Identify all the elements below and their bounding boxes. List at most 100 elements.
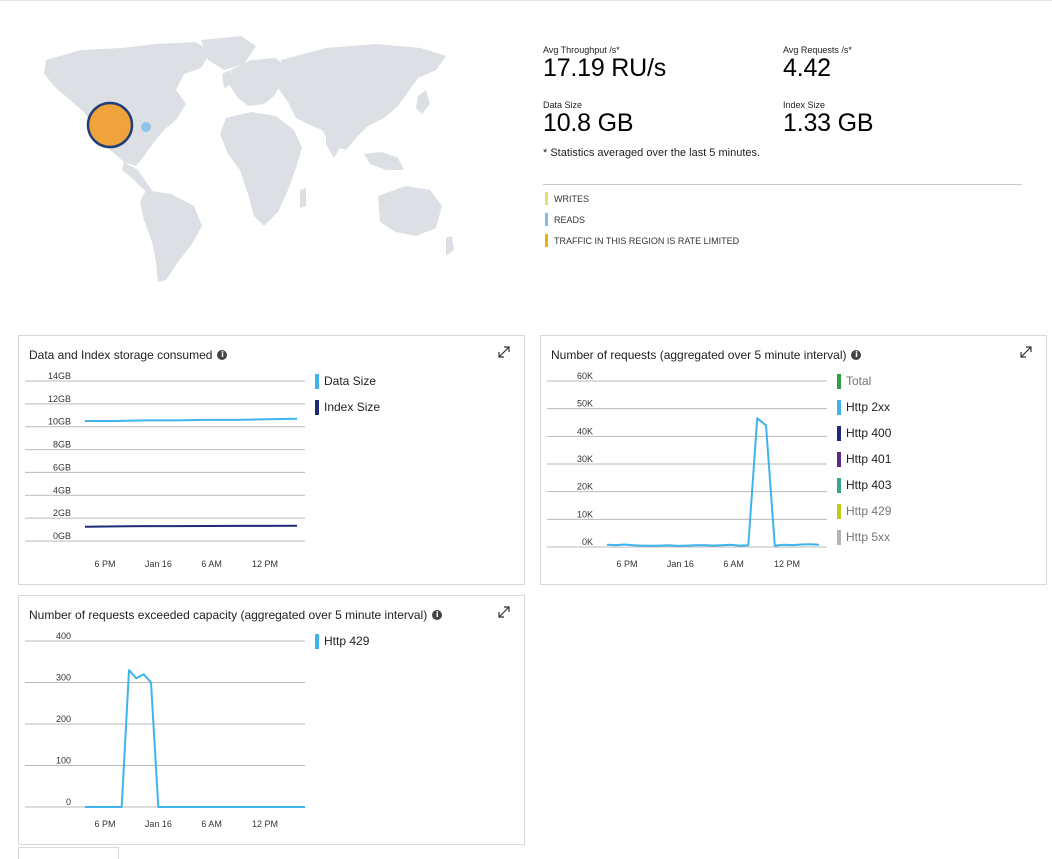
x-tick-label: 6 PM xyxy=(94,559,115,569)
stat-label: Data Size xyxy=(543,100,583,110)
legend-label: Http 2xx xyxy=(846,400,891,414)
legend-label: Http 429 xyxy=(324,634,370,648)
map-legend-label: TRAFFIC IN THIS REGION IS RATE LIMITED xyxy=(554,235,740,246)
storage-chart-legend: Data Size Index Size xyxy=(315,368,380,420)
x-tick-label: 6 AM xyxy=(723,559,744,569)
y-tick-label: 200 xyxy=(56,714,71,724)
legend-swatch xyxy=(837,477,841,493)
top-border xyxy=(0,0,1052,1)
exceeded-chart: 400 300 200 100 0 6 PM Jan 16 6 AM 12 PM xyxy=(25,631,305,829)
x-tick-label: 6 PM xyxy=(94,819,115,829)
x-tick-label: Jan 16 xyxy=(145,819,172,829)
series-line xyxy=(606,417,820,547)
stat-value: 10.8 GB xyxy=(543,109,634,137)
y-tick-label: 40K xyxy=(577,426,593,436)
card-title: Number of requests exceeded capacity (ag… xyxy=(29,608,443,622)
series-line xyxy=(84,524,298,528)
stat-value: 1.33 GB xyxy=(783,109,874,137)
legend-item[interactable]: Data Size xyxy=(315,368,380,394)
legend-swatch xyxy=(837,451,841,467)
x-tick-label: Jan 16 xyxy=(145,559,172,569)
requests-chart-title: Number of requests (aggregated over 5 mi… xyxy=(551,348,847,362)
x-tick-label: 12 PM xyxy=(774,559,800,569)
stat-avg-throughput: Avg Throughput /s* 17.19 RU/s xyxy=(543,45,666,81)
storage-chart-card: Data and Index storage consumed i 14GB 12… xyxy=(18,335,525,585)
y-tick-label: 2GB xyxy=(53,508,71,518)
legend-item[interactable]: Http 403 xyxy=(837,472,891,498)
y-tick-label: 0GB xyxy=(53,531,71,541)
series-line xyxy=(85,669,305,808)
statistics-note: * Statistics averaged over the last 5 mi… xyxy=(543,147,761,159)
stat-value: 4.42 xyxy=(783,54,831,82)
y-tick-label: 0K xyxy=(582,537,593,547)
legend-item[interactable]: Http 2xx xyxy=(837,394,891,420)
exceeded-chart-card: Number of requests exceeded capacity (ag… xyxy=(18,595,525,845)
stat-avg-requests: Avg Requests /s* 4.42 xyxy=(783,45,852,81)
expand-icon[interactable] xyxy=(497,605,511,619)
read-region-marker[interactable] xyxy=(141,122,151,132)
legend-swatch xyxy=(545,234,548,247)
legend-item[interactable]: Http 400 xyxy=(837,420,891,446)
legend-item[interactable]: Http 5xx xyxy=(837,524,891,550)
legend-swatch xyxy=(837,503,841,519)
stat-label: Avg Requests /s* xyxy=(783,45,852,55)
legend-label: Total xyxy=(846,374,872,388)
world-map xyxy=(44,36,454,282)
info-icon[interactable]: i xyxy=(851,350,862,360)
legend-swatch xyxy=(837,399,841,415)
legend-swatch xyxy=(545,192,548,205)
map-legend-item: TRAFFIC IN THIS REGION IS RATE LIMITED xyxy=(545,230,739,251)
map-legend: WRITES READS TRAFFIC IN THIS REGION IS RAT… xyxy=(545,188,739,251)
storage-chart-title: Data and Index storage consumed xyxy=(29,348,213,362)
legend-swatch xyxy=(545,213,548,226)
write-region-marker[interactable] xyxy=(86,101,134,149)
series-line xyxy=(85,417,298,422)
legend-item[interactable]: Total xyxy=(837,368,891,394)
card-title: Data and Index storage consumed i xyxy=(29,348,228,362)
map-legend-item: READS xyxy=(545,209,739,230)
y-tick-label: 400 xyxy=(56,631,71,641)
legend-item[interactable]: Http 429 xyxy=(837,498,891,524)
bottom-tab[interactable] xyxy=(18,847,119,859)
y-tick-label: 8GB xyxy=(53,440,71,450)
legend-label: Index Size xyxy=(324,400,381,414)
requests-chart-legend: Total Http 2xx Http 400 Http 401 Http 403 Htt… xyxy=(837,368,891,550)
y-tick-label: 50K xyxy=(577,399,593,409)
y-tick-label: 10K xyxy=(577,509,593,519)
y-tick-label: 14GB xyxy=(48,371,71,381)
y-tick-label: 100 xyxy=(56,756,71,766)
y-tick-label: 30K xyxy=(577,454,593,464)
expand-icon[interactable] xyxy=(497,345,511,359)
legend-swatch xyxy=(315,633,319,649)
map-legend-label: WRITES xyxy=(554,193,589,204)
legend-label: Data Size xyxy=(324,374,377,388)
info-icon[interactable]: i xyxy=(432,610,443,620)
y-tick-label: 60K xyxy=(577,371,593,381)
exceeded-chart-legend: Http 429 xyxy=(315,628,369,654)
info-icon[interactable]: i xyxy=(217,350,228,360)
legend-item[interactable]: Http 401 xyxy=(837,446,891,472)
legend-item[interactable]: Http 429 xyxy=(315,628,369,654)
map-legend-label: READS xyxy=(554,214,586,225)
x-tick-label: 6 PM xyxy=(616,559,637,569)
y-tick-label: 20K xyxy=(577,482,593,492)
requests-chart: 60K 50K 40K 30K 20K 10K 0K 6 PM Jan 16 6 AM 12 PM xyxy=(547,371,827,569)
legend-label: Http 403 xyxy=(846,478,892,492)
legend-label: Http 401 xyxy=(846,452,892,466)
world-map-landmass xyxy=(44,36,454,282)
legend-swatch xyxy=(837,529,841,545)
y-tick-label: 10GB xyxy=(48,417,71,427)
stat-value: 17.19 RU/s xyxy=(543,54,667,82)
stat-label: Avg Throughput /s* xyxy=(543,45,620,55)
expand-icon[interactable] xyxy=(1019,345,1033,359)
legend-item[interactable]: Index Size xyxy=(315,394,380,420)
legend-swatch xyxy=(315,373,319,389)
y-tick-label: 0 xyxy=(66,797,71,807)
legend-swatch xyxy=(837,425,841,441)
y-tick-label: 6GB xyxy=(53,462,71,472)
x-tick-label: 12 PM xyxy=(252,559,278,569)
legend-swatch xyxy=(315,399,319,415)
x-tick-label: 6 AM xyxy=(201,819,222,829)
map-legend-item: WRITES xyxy=(545,188,739,209)
stats-divider xyxy=(543,184,1022,185)
